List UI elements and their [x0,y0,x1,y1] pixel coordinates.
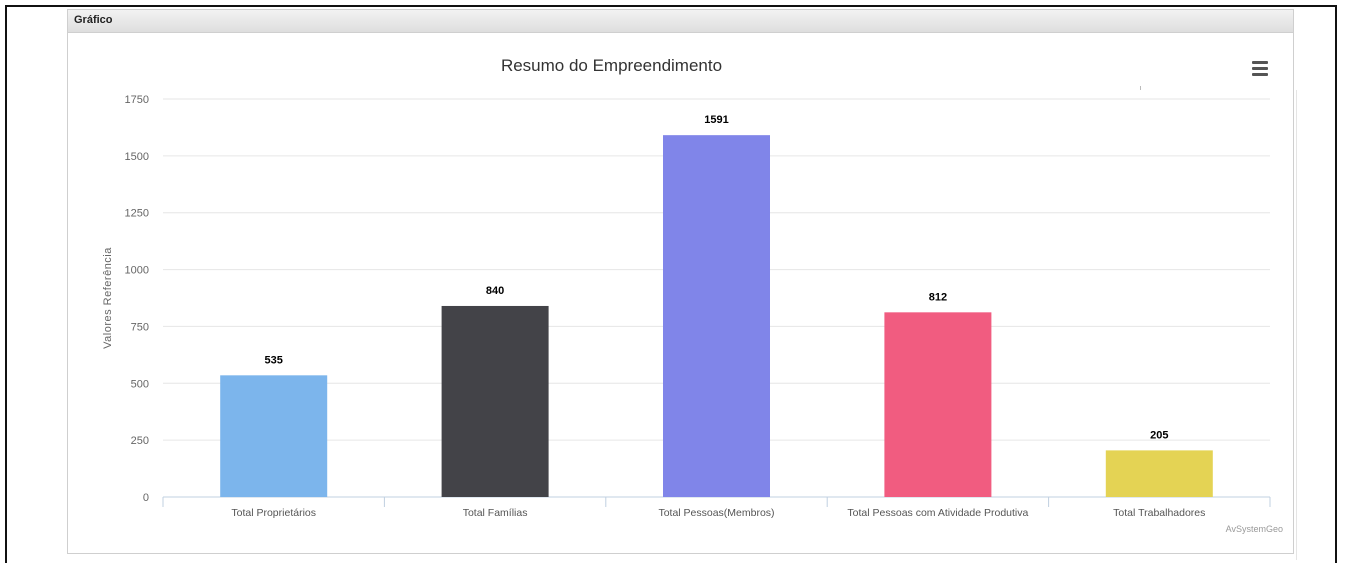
x-tick-label: Total Pessoas(Membros) [658,507,774,519]
data-label: 1591 [704,114,728,126]
y-tick-label: 0 [143,492,149,504]
panel-divider [1296,90,1297,560]
x-tick-label: Total Pessoas com Atividade Produtiva [847,507,1028,519]
decorative-mark [1140,86,1141,90]
panel-header: Gráfico [68,10,1293,33]
data-label: 535 [265,354,283,366]
chart-credit[interactable]: AvSystemGeo [1225,524,1283,534]
hamburger-menu-icon[interactable] [1248,58,1272,78]
panel-title: Gráfico [74,14,113,26]
chart-title: Resumo do Empreendimento [501,56,722,75]
y-tick-label: 1750 [125,94,149,106]
x-tick-label: Total Proprietários [231,507,316,519]
y-tick-label: 1250 [125,208,149,220]
bar [884,312,992,497]
screen-frame-right [1335,5,1337,563]
y-tick-label: 1500 [125,151,149,163]
y-tick-label: 1000 [125,265,149,277]
bar [1105,450,1213,497]
x-tick-label: Total Famílias [463,507,528,519]
bar [220,375,328,497]
y-tick-label: 500 [131,378,149,390]
data-label: 812 [929,291,947,303]
bar [663,135,770,498]
y-axis-label: Valores Referência [102,247,114,349]
x-tick-label: Total Trabalhadores [1113,507,1205,519]
data-label: 840 [486,285,504,297]
bar [441,305,549,497]
y-tick-label: 250 [131,435,149,447]
data-label: 205 [1150,429,1168,441]
screen-frame-top [5,5,1337,7]
screen-frame-left [5,5,7,563]
y-tick-label: 750 [131,321,149,333]
